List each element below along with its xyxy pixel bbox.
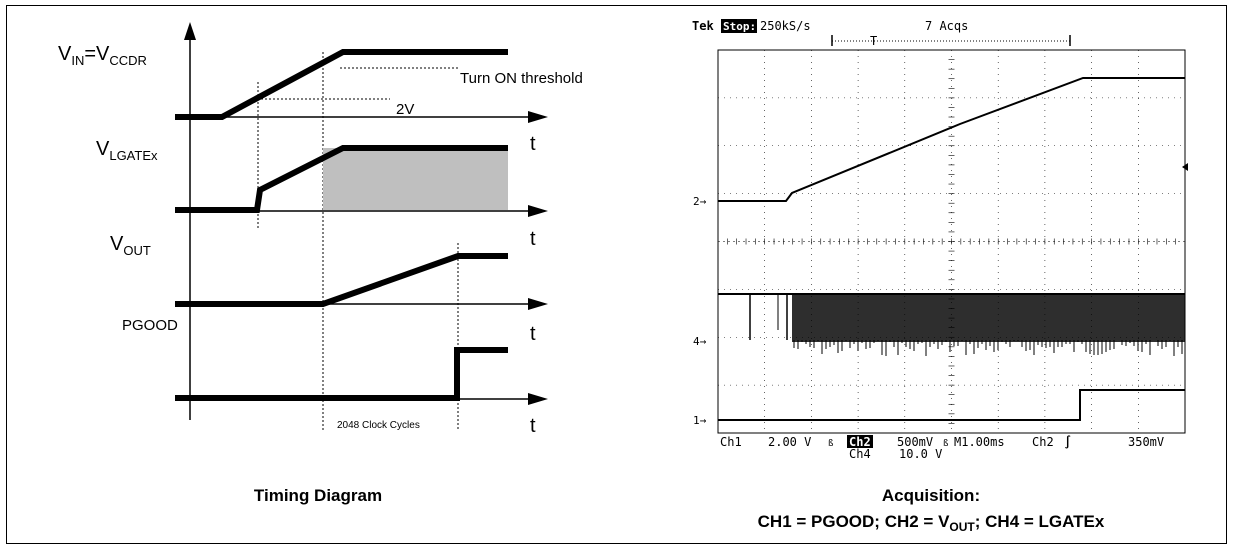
lgate-shaded-region	[323, 148, 508, 210]
t-label-1: t	[530, 133, 536, 155]
vout-waveform	[175, 253, 508, 307]
scope-grid	[717, 49, 1186, 434]
trigger-pos-marker: T	[870, 34, 877, 48]
ch1-scale: 2.00 V	[768, 435, 811, 449]
scope-status-bar: Ch1 2.00 V ß Ch2 500mV ß M1.00ms Ch2 ∫ 3…	[720, 435, 1164, 461]
timing-caption: Timing Diagram	[254, 486, 382, 505]
clock-cycles-label: 2048 Clock Cycles	[337, 420, 420, 431]
stop-badge	[721, 19, 757, 33]
record-bracket	[831, 35, 1071, 46]
t-label-2: t	[530, 228, 536, 250]
acq-caption-line1: Acquisition:	[882, 486, 980, 505]
scope-acquisition: Tek Stop: 250kS/s 7 Acqs T 2→ 4→ 1→	[692, 19, 1188, 534]
t-label-3: t	[530, 323, 536, 345]
ch2-scale: 500mV	[897, 435, 933, 449]
ch1-ground-marker: 1→	[693, 414, 707, 427]
trigger-level: 350mV	[1128, 435, 1164, 449]
ch1-pgood-trace	[718, 389, 1185, 421]
vlgate-waveform	[175, 145, 508, 213]
vin-waveform	[175, 49, 508, 120]
timing-dotted-markers	[257, 52, 460, 430]
acq-caption-line2: CH1 = PGOOD; CH2 = VOUT; CH4 = LGATEx	[758, 512, 1105, 534]
trigger-source: Ch2	[1032, 435, 1054, 449]
trigger-edge-icon: ∫	[1064, 435, 1071, 449]
timing-y-axis-arrow	[184, 22, 196, 40]
figure-frame	[6, 5, 1227, 544]
ch2-ground-marker: 2→	[693, 195, 707, 208]
ch4-ground-marker: 4→	[693, 335, 707, 348]
scope-brand: Tek	[692, 19, 714, 33]
stop-label: Stop:	[723, 20, 756, 33]
sample-rate: 250kS/s	[760, 19, 811, 33]
t-label-4: t	[530, 415, 536, 437]
ch2-vout-trace	[718, 77, 1185, 202]
ch2-bw-icon: ß	[943, 439, 949, 449]
vout-label: VOUT	[110, 233, 151, 258]
two-volt-label: 2V	[396, 101, 414, 118]
timing-diagram: VIN=VCCDR Turn ON threshold 2V VLGATEx V…	[58, 22, 583, 505]
ch4-name: Ch4	[849, 447, 871, 461]
time-base: M1.00ms	[954, 435, 1005, 449]
vlgate-label: VLGATEx	[96, 138, 158, 163]
trigger-level-marker	[1182, 163, 1188, 171]
ch2-highlight	[847, 435, 873, 448]
ch4-lgate-trace	[718, 293, 1185, 356]
vin-label: VIN=VCCDR	[58, 43, 147, 68]
pgood-waveform	[175, 347, 508, 401]
turn-on-threshold-label: Turn ON threshold	[460, 70, 583, 87]
ch1-bw-icon: ß	[828, 439, 834, 449]
ch2-name: Ch2	[849, 435, 871, 449]
acq-count: 7 Acqs	[925, 19, 968, 33]
pgood-label: PGOOD	[122, 317, 178, 334]
ch4-scale: 10.0 V	[899, 447, 942, 461]
ch1-name: Ch1	[720, 435, 742, 449]
